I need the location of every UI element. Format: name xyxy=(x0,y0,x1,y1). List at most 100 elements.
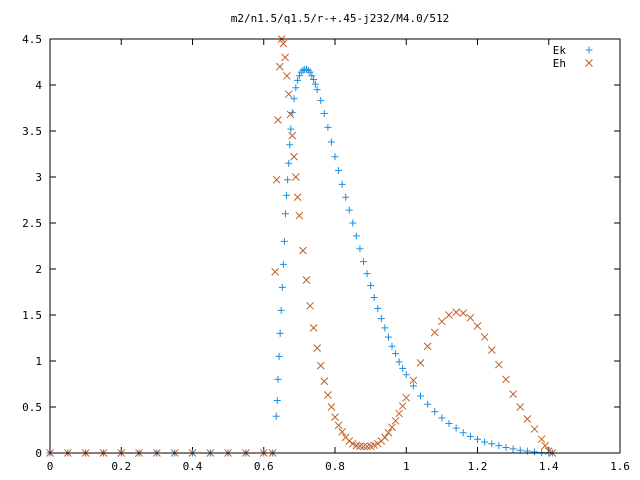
point-Eh xyxy=(295,211,304,220)
y-tick-label: 4.5 xyxy=(22,33,42,46)
y-tick-label: 1.5 xyxy=(22,309,42,322)
point-Eh xyxy=(466,313,475,322)
legend-label-Eh: Eh xyxy=(553,57,566,70)
point-Ek xyxy=(272,412,280,420)
x-tick-label: 1.4 xyxy=(539,460,559,473)
point-Ek xyxy=(481,438,489,446)
point-Eh xyxy=(302,276,311,284)
point-Ek xyxy=(363,270,371,278)
point-Ek xyxy=(438,414,446,422)
point-Ek xyxy=(538,448,546,456)
point-Eh xyxy=(430,328,439,337)
legend-marker-Eh xyxy=(585,59,593,67)
point-Eh xyxy=(516,403,525,411)
point-Eh xyxy=(438,317,446,326)
chart-title: m2/n1.5/q1.5/r-+.45-j232/M4.0/512 xyxy=(231,12,450,25)
point-Eh xyxy=(480,333,489,341)
point-Ek xyxy=(324,123,332,131)
point-Eh xyxy=(338,427,346,436)
x-tick-label: 0.2 xyxy=(111,460,131,473)
point-Eh xyxy=(309,324,318,332)
x-tick-label: 1 xyxy=(403,460,410,473)
point-Ek xyxy=(290,95,298,103)
point-Eh xyxy=(381,433,389,442)
point-Eh xyxy=(359,442,368,451)
point-Ek xyxy=(459,429,467,437)
x-tick-label: 0.8 xyxy=(325,460,345,473)
legend-label-Ek: Ek xyxy=(553,44,567,57)
point-Eh xyxy=(324,391,332,399)
y-tick-label: 3.5 xyxy=(22,125,42,138)
point-Eh xyxy=(541,441,550,450)
point-Ek xyxy=(502,443,510,451)
point-Eh xyxy=(316,361,325,370)
point-Ek xyxy=(317,97,325,105)
point-Eh xyxy=(272,175,281,184)
point-Ek xyxy=(531,448,538,456)
point-Ek xyxy=(292,84,300,92)
point-Eh xyxy=(283,71,291,80)
point-Ek xyxy=(392,350,400,358)
point-Eh xyxy=(445,311,453,319)
point-Ek xyxy=(409,382,417,390)
point-Eh xyxy=(409,376,418,385)
legend-marker-Ek xyxy=(585,46,593,54)
point-Eh xyxy=(345,437,354,445)
point-Ek xyxy=(349,219,357,227)
point-Eh xyxy=(487,346,496,354)
y-tick-label: 4 xyxy=(35,79,42,92)
plot-marks xyxy=(46,35,557,457)
point-Eh xyxy=(391,416,400,425)
point-Eh xyxy=(279,39,288,48)
point-Eh xyxy=(306,301,314,310)
point-Eh xyxy=(291,173,300,181)
point-Ek xyxy=(399,364,407,372)
point-Ek xyxy=(279,260,287,268)
y-tick-label: 1 xyxy=(35,355,42,368)
point-Ek xyxy=(311,80,319,88)
point-Ek xyxy=(452,424,460,432)
point-Eh xyxy=(473,322,482,330)
point-Ek xyxy=(374,305,382,313)
point-Ek xyxy=(384,333,392,341)
point-Ek xyxy=(395,358,403,366)
point-Eh xyxy=(423,342,432,351)
point-Ek xyxy=(306,68,314,76)
point-Ek xyxy=(274,375,282,383)
point-Ek xyxy=(285,159,293,167)
point-Ek xyxy=(352,232,360,240)
point-Ek xyxy=(320,110,328,118)
point-Ek xyxy=(284,176,292,184)
point-Eh xyxy=(274,116,282,124)
point-Eh xyxy=(509,390,517,398)
point-Eh xyxy=(320,377,329,386)
point-Ek xyxy=(280,237,288,245)
point-Eh xyxy=(398,402,407,410)
point-Eh xyxy=(384,428,393,437)
point-Eh xyxy=(495,360,503,369)
axis-ticks: 0 0.2 0.4 0.6 0.8 1 1.2 1.4 1.6 0 0.5 1 1.5 2 2.5 3 3.5 4… xyxy=(22,33,630,473)
point-Eh xyxy=(537,435,546,444)
y-tick-label: 2 xyxy=(35,263,42,276)
x-tick-label: 0.6 xyxy=(254,460,274,473)
point-Eh xyxy=(271,267,280,276)
point-Eh xyxy=(373,439,382,448)
point-Ek xyxy=(310,75,318,83)
y-tick-label: 3 xyxy=(35,171,42,184)
point-Ek xyxy=(360,258,367,266)
point-Ek xyxy=(466,432,474,440)
point-Eh xyxy=(530,425,539,433)
point-Eh xyxy=(348,439,357,448)
y-tick-label: 0 xyxy=(35,447,42,460)
point-Eh xyxy=(281,53,289,62)
point-Ek xyxy=(488,440,496,448)
point-Ek xyxy=(381,324,389,332)
point-Eh xyxy=(334,421,343,430)
point-Ek xyxy=(424,400,432,408)
point-Eh xyxy=(388,423,396,432)
point-Ek xyxy=(417,392,424,400)
point-Ek xyxy=(283,191,291,199)
x-tick-label: 0 xyxy=(47,460,54,473)
series-Eh xyxy=(46,35,557,457)
